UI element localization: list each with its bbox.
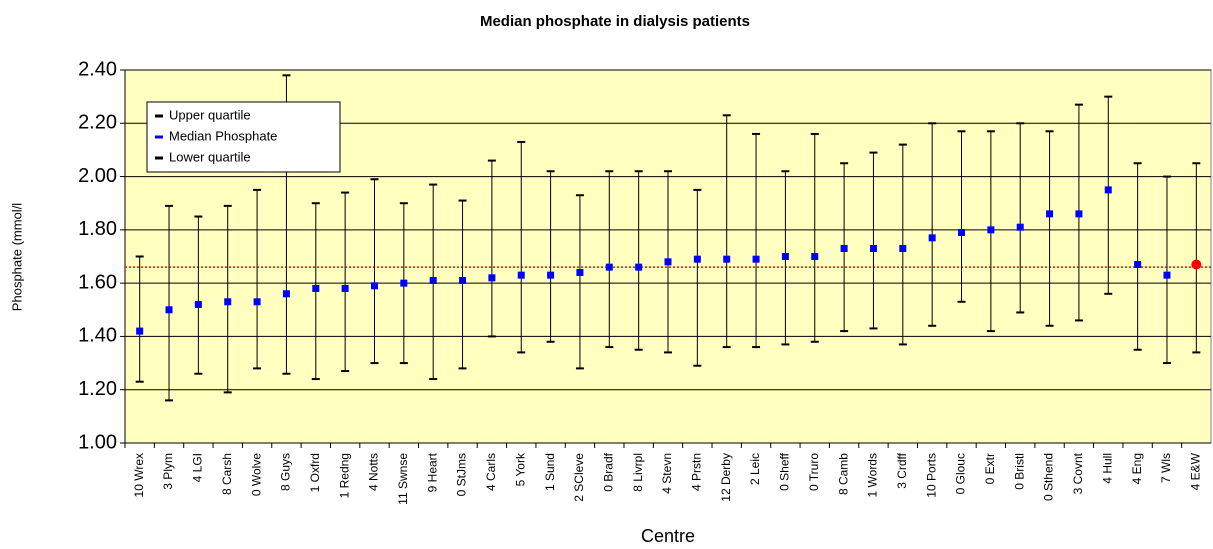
median-point xyxy=(869,245,877,253)
x-tick-label: 0 StJms xyxy=(455,453,469,496)
x-tick-label: 8 Livrpl xyxy=(631,453,645,492)
median-point xyxy=(840,245,848,253)
y-axis-label: Phosphate (mmol/l xyxy=(9,203,24,311)
y-tick-label: 2.40 xyxy=(78,58,117,80)
x-tick-label: 1 Redng xyxy=(337,453,351,498)
median-point xyxy=(635,263,643,271)
median-point xyxy=(517,271,525,279)
x-tick-label: 4 LGI xyxy=(191,453,205,482)
median-point xyxy=(400,279,408,287)
y-tick-label: 2.00 xyxy=(78,165,117,187)
median-point xyxy=(928,234,936,242)
x-tick-label: 2 SCleve xyxy=(572,453,586,502)
x-tick-label: 0 Truro xyxy=(807,453,821,491)
x-tick-label: 11 Swnse xyxy=(396,453,410,505)
x-tick-label: 8 Carsh xyxy=(220,453,234,495)
median-point xyxy=(1075,210,1083,218)
x-tick-label: 0 Glouc xyxy=(954,453,968,494)
median-point xyxy=(723,255,731,263)
median-point xyxy=(312,284,320,292)
y-tick-label: 1.20 xyxy=(78,378,117,400)
median-point xyxy=(253,298,261,306)
median-point xyxy=(958,229,966,237)
median-point xyxy=(664,258,672,266)
median-point xyxy=(987,226,995,234)
y-tick-label: 1.80 xyxy=(78,218,117,240)
x-tick-label: 4 Stevn xyxy=(660,453,674,494)
median-point xyxy=(1046,210,1054,218)
median-point xyxy=(1134,260,1142,268)
x-tick-label: 4 Hull xyxy=(1100,453,1114,484)
x-tick-label: 0 Bristl xyxy=(1012,453,1026,490)
x-tick-label: 4 E&W xyxy=(1188,452,1202,490)
median-point xyxy=(781,253,789,260)
x-tick-label: 0 Bradf xyxy=(601,452,615,491)
x-tick-label: 8 Camb xyxy=(836,453,850,495)
median-point xyxy=(136,327,144,335)
x-tick-label: 4 Carls xyxy=(484,453,498,491)
y-tick-label: 1.60 xyxy=(78,271,117,293)
x-tick-label: 0 Extr xyxy=(983,453,997,484)
median-point xyxy=(488,274,496,282)
y-tick-label: 1.40 xyxy=(78,325,117,347)
x-tick-label: 4 Prstn xyxy=(690,453,704,491)
chart-title: Median phosphate in dialysis patients xyxy=(480,13,750,30)
median-point xyxy=(547,271,555,279)
y-tick-label: 1.00 xyxy=(78,431,117,453)
median-point xyxy=(370,282,378,290)
x-tick-label: 2 Leic xyxy=(748,453,762,485)
x-axis-label: Centre xyxy=(641,526,695,546)
x-tick-label: 4 Eng xyxy=(1130,453,1144,484)
median-point xyxy=(605,263,613,271)
x-tick-label: 10 Wrex xyxy=(132,453,146,497)
median-point xyxy=(165,306,173,314)
x-tick-label: 3 Crdff xyxy=(895,452,909,488)
x-tick-label: 0 Sthend xyxy=(1042,453,1056,501)
x-tick-label: 8 Guys xyxy=(279,453,293,491)
x-tick-label: 1 Words xyxy=(866,453,880,497)
x-tick-label: 4 Notts xyxy=(367,453,381,491)
x-tick-label: 1 Sund xyxy=(543,453,557,491)
x-tick-label: 3 Covnt xyxy=(1071,452,1085,494)
median-point xyxy=(899,245,907,253)
median-point xyxy=(282,290,290,298)
median-point xyxy=(693,255,701,263)
y-tick-label: 2.20 xyxy=(78,112,117,134)
median-point xyxy=(811,253,819,260)
median-point xyxy=(224,298,232,306)
x-tick-label: 0 Wolve xyxy=(249,453,263,496)
median-point xyxy=(194,300,202,308)
x-tick-label: 12 Derby xyxy=(719,453,733,502)
median-point xyxy=(1104,186,1112,194)
legend-label: Median Phosphate xyxy=(169,128,277,143)
median-point xyxy=(341,284,349,292)
x-tick-label: 5 York xyxy=(513,452,527,486)
median-point xyxy=(1163,271,1171,279)
median-point xyxy=(752,255,760,263)
median-point xyxy=(1191,259,1202,270)
x-tick-label: 1 Oxfrd xyxy=(308,453,322,492)
legend-box xyxy=(146,101,341,173)
median-point xyxy=(429,276,437,284)
median-point xyxy=(576,268,584,276)
median-point xyxy=(459,276,467,284)
x-tick-label: 7 Wls xyxy=(1159,453,1173,483)
x-tick-label: 3 Plym xyxy=(161,453,175,490)
x-tick-label: 10 Ports xyxy=(924,453,938,498)
x-tick-label: 9 Heart xyxy=(425,452,439,492)
median-point xyxy=(1016,223,1024,231)
x-tick-label: 0 Sheff xyxy=(778,452,792,490)
legend-label: Upper quartile xyxy=(169,107,251,122)
legend-label: Lower quartile xyxy=(169,149,251,164)
